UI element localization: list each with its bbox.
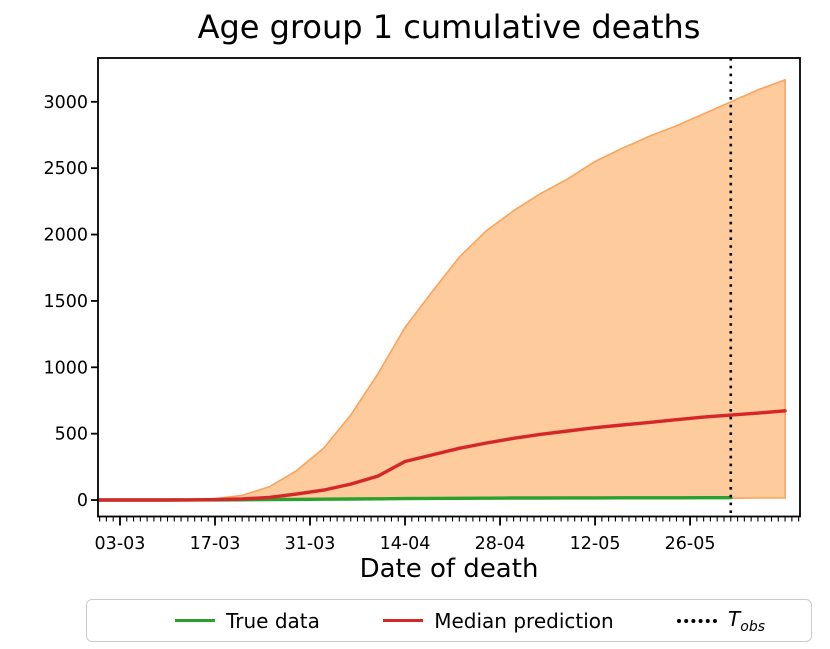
y-axis-tick-label: 3000 xyxy=(43,93,88,113)
x-axis-tick-label: 31-03 xyxy=(285,534,336,554)
legend-item-true-data: True data xyxy=(175,609,320,633)
y-axis-tick-label: 2500 xyxy=(43,159,88,179)
x-axis-tick-label: 28-04 xyxy=(475,534,526,554)
y-axis-tick-label: 0 xyxy=(77,491,88,511)
x-axis-label: Date of death xyxy=(359,554,539,584)
x-axis-tick-label: 12-05 xyxy=(570,534,621,554)
legend-box: True data Median prediction Tobs xyxy=(86,599,812,642)
median-line-swatch xyxy=(383,619,424,622)
x-axis-tick-label: 14-04 xyxy=(380,534,431,554)
true-data-line-swatch xyxy=(175,619,215,622)
y-axis-tick-label: 2000 xyxy=(43,226,88,246)
legend-label-true-data: True data xyxy=(226,608,320,633)
legend-item-median-prediction: Median prediction xyxy=(383,608,614,633)
x-axis: 03-03 17-03 31-03 14-04 28-04 12-05 26-05 xyxy=(95,516,716,554)
confidence-band xyxy=(99,78,786,501)
axes-spines xyxy=(97,57,801,518)
median-prediction-line xyxy=(97,409,787,502)
y-axis-tick-label: 1000 xyxy=(43,358,88,378)
x-axis-tick-label: 26-05 xyxy=(665,534,716,554)
y-axis-tick-label: 1500 xyxy=(43,292,88,312)
x-axis-tick-label: 03-03 xyxy=(95,534,146,554)
legend-label-median-prediction: Median prediction xyxy=(434,608,614,633)
x-axis-tick-label: 17-03 xyxy=(190,534,241,554)
y-axis: 0 500 1000 1500 2000 2500 3000 xyxy=(43,93,98,511)
legend-item-tobs: Tobs xyxy=(677,607,765,635)
legend-label-tobs: Tobs xyxy=(728,606,765,635)
chart-title: Age group 1 cumulative deaths xyxy=(197,8,701,46)
tobs-line-swatch xyxy=(677,618,718,623)
y-axis-tick-label: 500 xyxy=(55,425,88,445)
